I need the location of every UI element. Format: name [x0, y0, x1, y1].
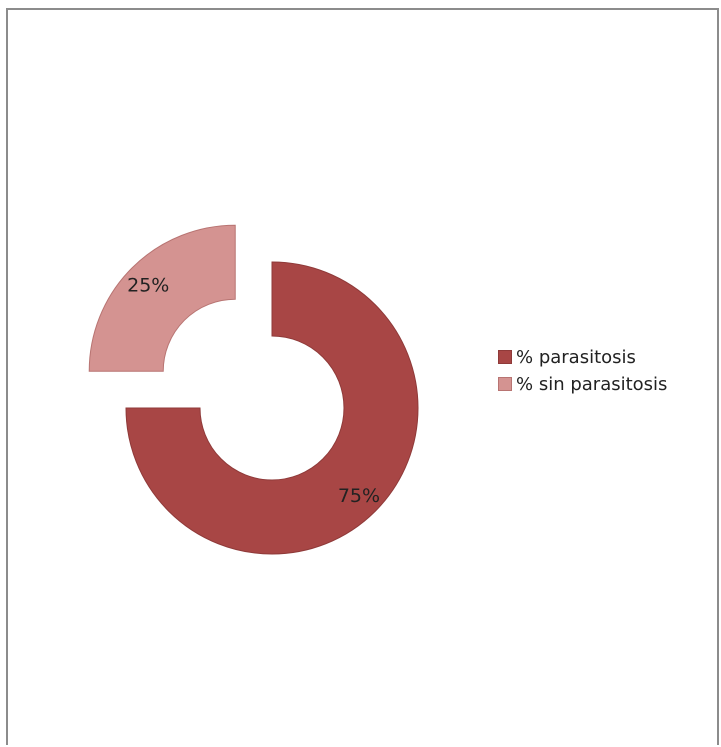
slice-pct-sin-parasitosis — [88, 224, 236, 372]
legend-label: % sin parasitosis — [516, 373, 668, 395]
legend-label: % parasitosis — [516, 346, 636, 368]
data-label-pct-sin-parasitosis: 25% — [127, 274, 169, 296]
slices-group — [88, 224, 419, 555]
legend-item-pct-sin-parasitosis: % sin parasitosis — [498, 371, 667, 397]
legend-swatch — [498, 377, 512, 391]
legend-item-pct-parasitosis: % parasitosis — [498, 344, 667, 370]
legend: % parasitosis % sin parasitosis — [498, 344, 667, 398]
slice-pct-parasitosis — [125, 261, 419, 555]
labels-group: 75% 25% — [127, 274, 380, 507]
data-label-pct-parasitosis: 75% — [338, 485, 380, 507]
legend-swatch — [498, 350, 512, 364]
